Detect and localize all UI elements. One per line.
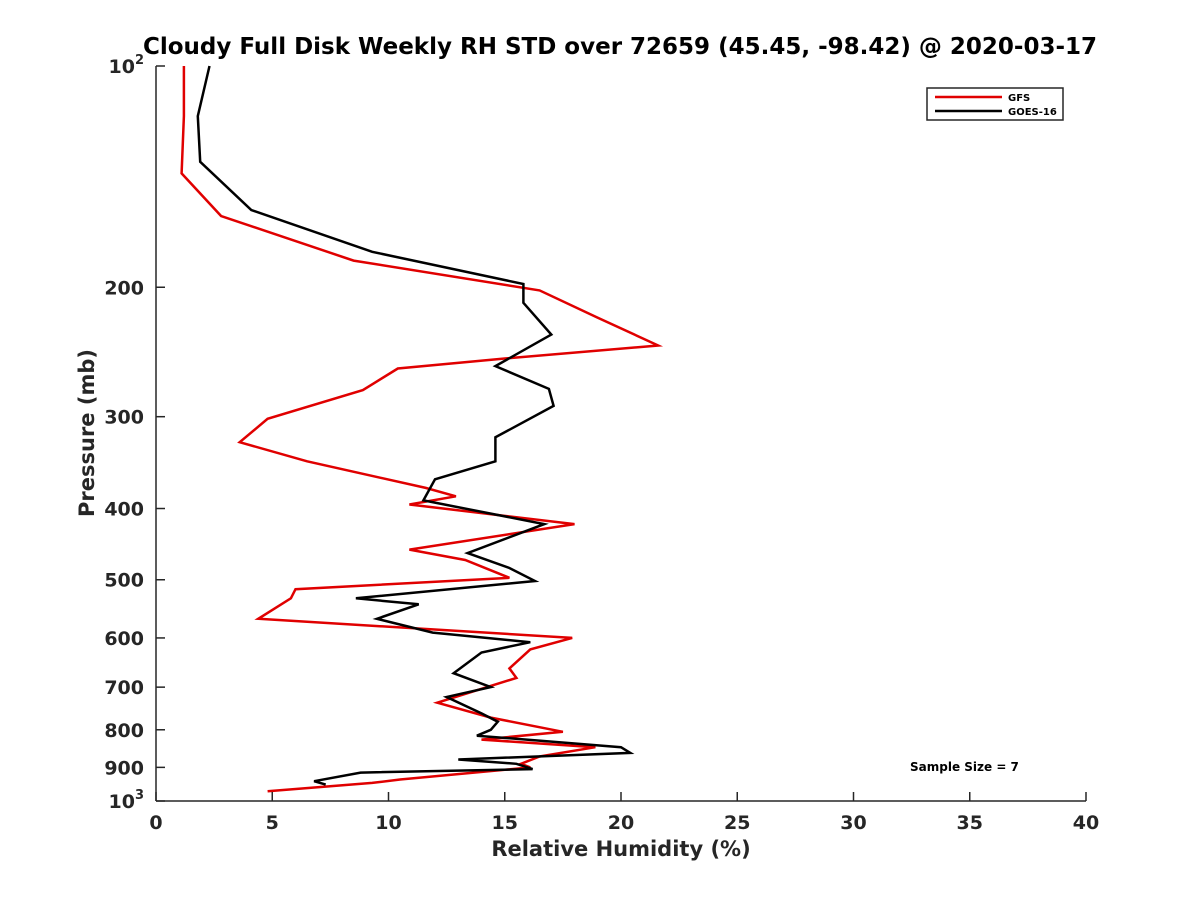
x-tick-label: 10 [375, 812, 401, 834]
legend: GFS GOES-16 [926, 87, 1064, 121]
y-tick-label: 600 [104, 628, 144, 650]
legend-label-goes-16: GOES-16 [1008, 107, 1057, 118]
series-line-gfs [180, 66, 664, 793]
y-tick-label: 900 [104, 757, 144, 779]
series-line-goes-16 [196, 65, 635, 786]
x-tick-label: 25 [724, 812, 750, 834]
y-tick-label: 200 [104, 277, 144, 299]
x-tick-label: 15 [492, 812, 518, 834]
y-tick-label: 800 [104, 720, 144, 742]
x-tick-label: 20 [608, 812, 634, 834]
x-tick-label: 30 [840, 812, 866, 834]
series-layer [180, 65, 664, 793]
y-axis-ticks: 102 200 300 400 500 600 700 800 900 103 [104, 53, 165, 813]
y-axis-label: Pressure (mb) [75, 349, 99, 517]
plot-area [156, 66, 1086, 801]
x-axis-ticks: 0 5 10 15 20 25 30 35 40 [149, 792, 1099, 834]
x-tick-label: 35 [957, 812, 983, 834]
y-tick-label: 700 [104, 677, 144, 699]
x-tick-label: 0 [149, 812, 162, 834]
x-tick-label: 40 [1073, 812, 1099, 834]
legend-label-gfs: GFS [1008, 93, 1030, 104]
y-tick-label: 103 [109, 788, 145, 813]
x-axis-label: Relative Humidity (%) [491, 837, 750, 861]
y-tick-label: 300 [104, 407, 144, 429]
legend-box [926, 87, 1064, 121]
y-tick-label: 102 [109, 53, 145, 78]
sample-size-annotation: Sample Size = 7 [910, 760, 1019, 774]
x-tick-label: 5 [266, 812, 279, 834]
y-tick-label: 400 [104, 499, 144, 521]
y-tick-label: 500 [104, 570, 144, 592]
chart-title: Cloudy Full Disk Weekly RH STD over 7265… [143, 34, 1097, 60]
